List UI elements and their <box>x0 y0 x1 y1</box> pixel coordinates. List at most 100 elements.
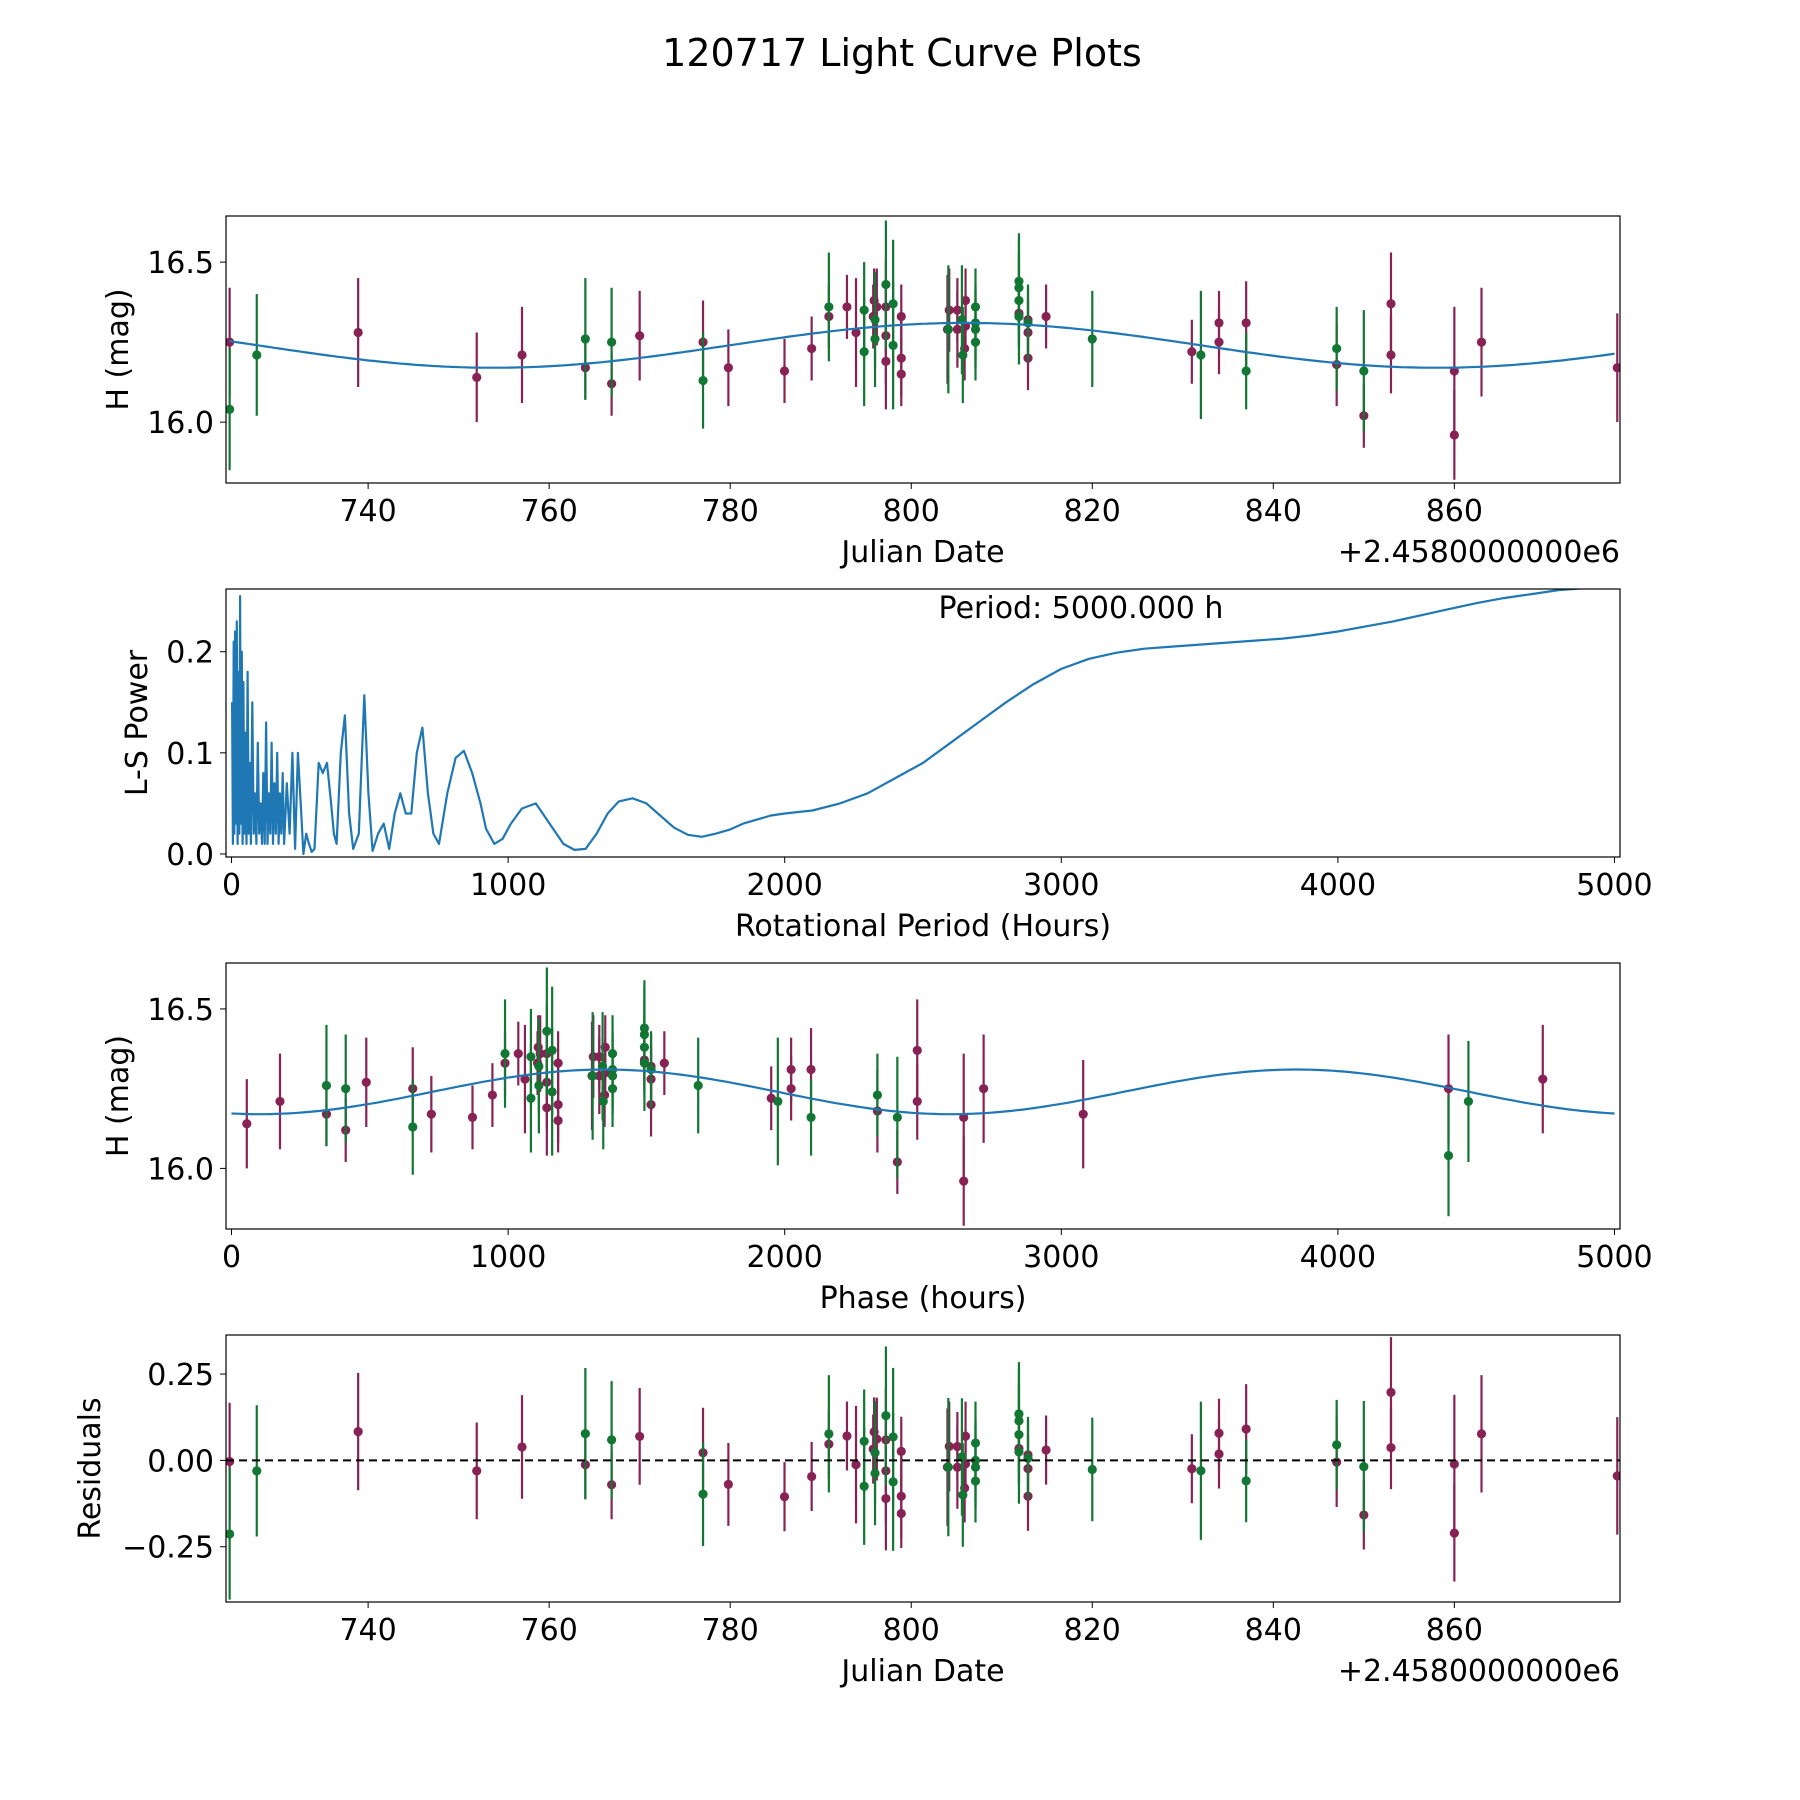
data-point-1-23 <box>1014 1447 1024 1457</box>
data-point-1-0 <box>226 1529 235 1539</box>
x-tick-label: 3000 <box>1023 1240 1099 1275</box>
x-tick-label: 4000 <box>1300 1240 1376 1275</box>
data-point-1-10 <box>881 279 891 290</box>
data-point-0-13 <box>851 327 861 338</box>
x-tick-label: 820 <box>1064 494 1121 529</box>
data-point-0-45 <box>1476 337 1487 347</box>
data-point-0-3 <box>517 1442 527 1452</box>
data-point-1-5 <box>824 1429 834 1439</box>
data-point-0-26 <box>952 324 962 334</box>
data-point-0-22 <box>553 1115 563 1126</box>
x-tick-label: 0 <box>222 868 241 903</box>
data-point-0-20 <box>896 1446 906 1456</box>
axes-frame <box>225 588 1621 858</box>
x-axis-label: Phase (hours) <box>820 1281 1027 1316</box>
data-point-0-1 <box>1538 1074 1548 1084</box>
data-point-0-1 <box>353 1426 363 1437</box>
data-point-0-9 <box>779 366 790 376</box>
x-tick-label: 740 <box>339 494 396 529</box>
data-point-0-10 <box>487 1090 498 1100</box>
data-point-1-29 <box>1359 366 1369 376</box>
data-point-1-10 <box>881 1411 891 1421</box>
plot-area <box>231 589 1590 856</box>
y-tick-label: 16.0 <box>147 1152 214 1187</box>
plot-area <box>226 220 1620 480</box>
data-point-1-1 <box>252 1466 262 1476</box>
plot-area <box>226 1337 1620 1600</box>
axes-frame <box>225 215 1621 484</box>
data-point-0-35 <box>1187 1464 1197 1474</box>
x-tick-label: 800 <box>883 1613 940 1648</box>
data-point-1-4 <box>698 1489 708 1499</box>
x-tick-label: 800 <box>883 494 940 529</box>
data-point-1-28 <box>872 1090 883 1100</box>
data-point-1-1 <box>1463 1096 1474 1107</box>
data-point-0-46 <box>1612 363 1620 373</box>
data-point-1-12 <box>888 340 898 350</box>
x-tick-label: 5000 <box>1576 868 1652 903</box>
data-point-1-19 <box>970 1476 981 1486</box>
x-axis-label: Julian Date <box>839 535 1004 570</box>
y-axis-label: Residuals <box>73 1397 108 1539</box>
data-point-1-28 <box>1332 343 1342 354</box>
y-axis-label: H (mag) <box>101 288 136 410</box>
data-point-0-43 <box>1449 1459 1459 1469</box>
data-point-0-37 <box>1214 1449 1224 1459</box>
data-point-0-42 <box>1386 1443 1396 1453</box>
data-point-1-4 <box>408 1122 418 1132</box>
data-point-1-1 <box>252 350 262 360</box>
y-tick-label: −0.25 <box>122 1531 214 1566</box>
y-axis-label: H (mag) <box>101 1035 136 1157</box>
data-point-1-26 <box>773 1096 783 1107</box>
data-point-0-22 <box>896 369 906 379</box>
data-point-0-41 <box>1386 1387 1396 1398</box>
data-point-0-3 <box>275 1096 285 1107</box>
data-point-1-23 <box>639 1058 650 1068</box>
y-tick-label: 0.2 <box>166 636 214 671</box>
data-point-0-12 <box>842 1431 852 1441</box>
x-tick-label: 840 <box>1245 494 1302 529</box>
data-point-1-28 <box>1332 1440 1342 1450</box>
y-tick-label: 16.0 <box>147 406 214 441</box>
y-tick-label: 16.5 <box>147 246 214 281</box>
data-point-0-2 <box>242 1119 252 1129</box>
data-point-0-8 <box>723 1479 733 1490</box>
model-curve <box>229 321 1615 369</box>
data-point-0-35 <box>1187 347 1197 357</box>
y-axis-label: L-S Power <box>120 649 155 796</box>
data-point-0-16 <box>872 1434 882 1444</box>
data-point-1-3 <box>607 337 617 347</box>
data-point-1-12 <box>888 1477 898 1487</box>
data-point-0-9 <box>467 1112 478 1122</box>
data-point-1-27 <box>1241 366 1251 376</box>
data-point-1-5 <box>500 1048 510 1059</box>
x-tick-label: 760 <box>521 1613 578 1648</box>
y-tick-label: 16.5 <box>147 993 214 1028</box>
data-point-1-13 <box>943 324 953 334</box>
x-offset-label: +2.4580000000e6 <box>1338 535 1620 570</box>
data-point-0-44 <box>959 1176 969 1186</box>
data-point-0-12 <box>513 1048 523 1059</box>
data-point-1-7 <box>859 347 869 357</box>
data-point-0-42 <box>1386 350 1396 360</box>
x-tick-label: 840 <box>1245 1613 1302 1648</box>
periodogram-line <box>231 589 1590 856</box>
data-point-0-45 <box>979 1084 989 1094</box>
data-point-0-38 <box>1241 318 1251 328</box>
x-axis-label: Rotational Period (Hours) <box>735 909 1111 944</box>
data-point-1-23 <box>1014 311 1024 322</box>
y-tick-label: 0.1 <box>166 737 214 772</box>
x-tick-label: 4000 <box>1300 868 1376 903</box>
data-point-0-6 <box>635 1431 645 1442</box>
data-point-1-13 <box>943 1462 953 1472</box>
phased-model-curve <box>231 1068 1615 1116</box>
x-tick-label: 740 <box>339 1613 396 1648</box>
x-tick-label: 2000 <box>747 1240 823 1275</box>
figure-title: 120717 Light Curve Plots <box>662 31 1142 75</box>
data-point-0-38 <box>1241 1424 1251 1434</box>
x-tick-label: 860 <box>1426 494 1483 529</box>
data-point-0-46 <box>1612 1471 1620 1481</box>
data-point-1-7 <box>859 1481 869 1491</box>
data-point-1-25 <box>1087 334 1097 344</box>
data-point-0-0 <box>226 1456 235 1467</box>
